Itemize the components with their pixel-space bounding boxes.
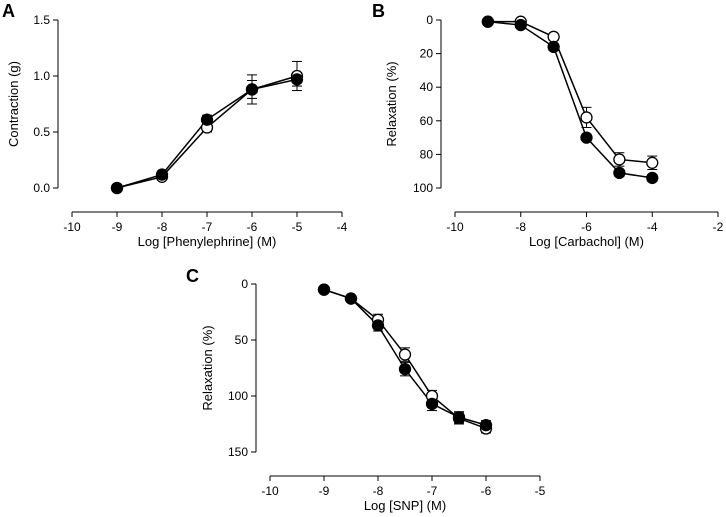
x-tick-label-c: -6 — [481, 484, 492, 498]
y-tick-label-b: 40 — [420, 80, 434, 94]
data-point-filled-b — [514, 18, 527, 32]
series-line-filled-a — [116, 78, 298, 189]
data-point-filled-c — [479, 418, 493, 432]
panel-letter-b: B — [372, 1, 385, 21]
data-point-filled-b — [646, 171, 659, 185]
x-tick-label-c: -5 — [535, 484, 546, 498]
y-tick-label-a: 1.0 — [33, 69, 50, 83]
x-axis-title-a: Log [Phenylephrine] (M) — [138, 234, 277, 249]
data-point-filled-b — [481, 15, 495, 28]
panel-c: C 0 50 100 150 -10 -9 -8 -7 -6 -5 Log [SNP] (M) Rel… — [186, 266, 546, 513]
x-tick-label-a: -9 — [112, 220, 123, 234]
data-point-filled-b — [613, 166, 626, 180]
x-tick-label-b: -2 — [713, 220, 724, 234]
data-point-filled-b — [580, 131, 593, 144]
y-tick-label-c: 0 — [241, 277, 248, 291]
data-point-filled-c — [371, 319, 385, 332]
data-point-filled-a — [155, 168, 169, 181]
y-tick-label-b: 0 — [426, 13, 433, 27]
y-tick-label-c: 50 — [235, 333, 249, 347]
data-point-filled-c — [317, 283, 331, 296]
panel-b: B 0 20 40 60 80 100 -10 -8 -6 -4 -2 Log [Carbachol]… — [372, 1, 724, 249]
x-tick-label-c: -7 — [427, 484, 438, 498]
data-point-filled-a — [200, 113, 214, 126]
x-tick-label-c: -10 — [261, 484, 279, 498]
data-point-filled-a — [110, 181, 124, 195]
data-point-filled-c — [398, 362, 412, 376]
y-tick-label-c: 100 — [228, 389, 248, 403]
data-point-filled-a — [290, 73, 304, 86]
data-point-open-b — [580, 111, 593, 124]
x-axis-title-b: Log [Carbachol] (M) — [529, 234, 644, 249]
data-point-filled-c — [344, 292, 358, 305]
x-tick-label-b: -4 — [647, 220, 658, 234]
data-point-open-b — [613, 153, 626, 166]
data-point-open-b — [547, 30, 560, 43]
y-tick-label-b: 80 — [420, 147, 434, 161]
x-tick-label-c: -8 — [373, 484, 384, 498]
panel-letter-a: A — [2, 1, 15, 21]
data-point-filled-c — [425, 397, 439, 410]
y-tick-label-b: 100 — [413, 181, 433, 195]
y-axis-title-b: Relaxation (%) — [384, 61, 399, 146]
x-tick-label-b: -6 — [581, 220, 592, 234]
y-tick-label-a: 1.5 — [33, 13, 50, 27]
data-point-filled-b — [547, 40, 560, 54]
y-tick-label-c: 150 — [228, 445, 248, 459]
x-tick-label-a: -4 — [337, 220, 348, 234]
x-tick-label-b: -8 — [515, 220, 526, 234]
x-tick-label-c: -9 — [319, 484, 330, 498]
panel-letter-c: C — [186, 266, 199, 286]
y-tick-label-a: 0.0 — [33, 181, 50, 195]
y-tick-label-b: 60 — [420, 114, 434, 128]
y-tick-label-a: 0.5 — [33, 125, 50, 139]
x-tick-label-a: -6 — [247, 220, 258, 234]
x-tick-label-a: -7 — [202, 220, 213, 234]
x-tick-label-b: -10 — [446, 220, 464, 234]
x-tick-label-a: -8 — [157, 220, 168, 234]
data-point-open-c — [398, 348, 412, 361]
x-tick-label-a: -5 — [292, 220, 303, 234]
data-point-open-b — [646, 156, 659, 169]
x-axis-title-c: Log [SNP] (M) — [364, 498, 446, 513]
x-tick-label-a: -10 — [63, 220, 81, 234]
series-line-filled-b — [487, 20, 653, 179]
y-axis-title-a: Contraction (g) — [6, 61, 21, 147]
y-axis-title-c: Relaxation (%) — [200, 325, 215, 410]
data-point-filled-a — [245, 83, 259, 96]
y-tick-label-b: 20 — [420, 47, 434, 61]
data-point-filled-c — [452, 411, 466, 424]
panel-a: A 0.0 0.5 1.0 1.5 -10 -9 -8 -7 -6 -5 -4 Log [Phenyl… — [2, 1, 348, 249]
